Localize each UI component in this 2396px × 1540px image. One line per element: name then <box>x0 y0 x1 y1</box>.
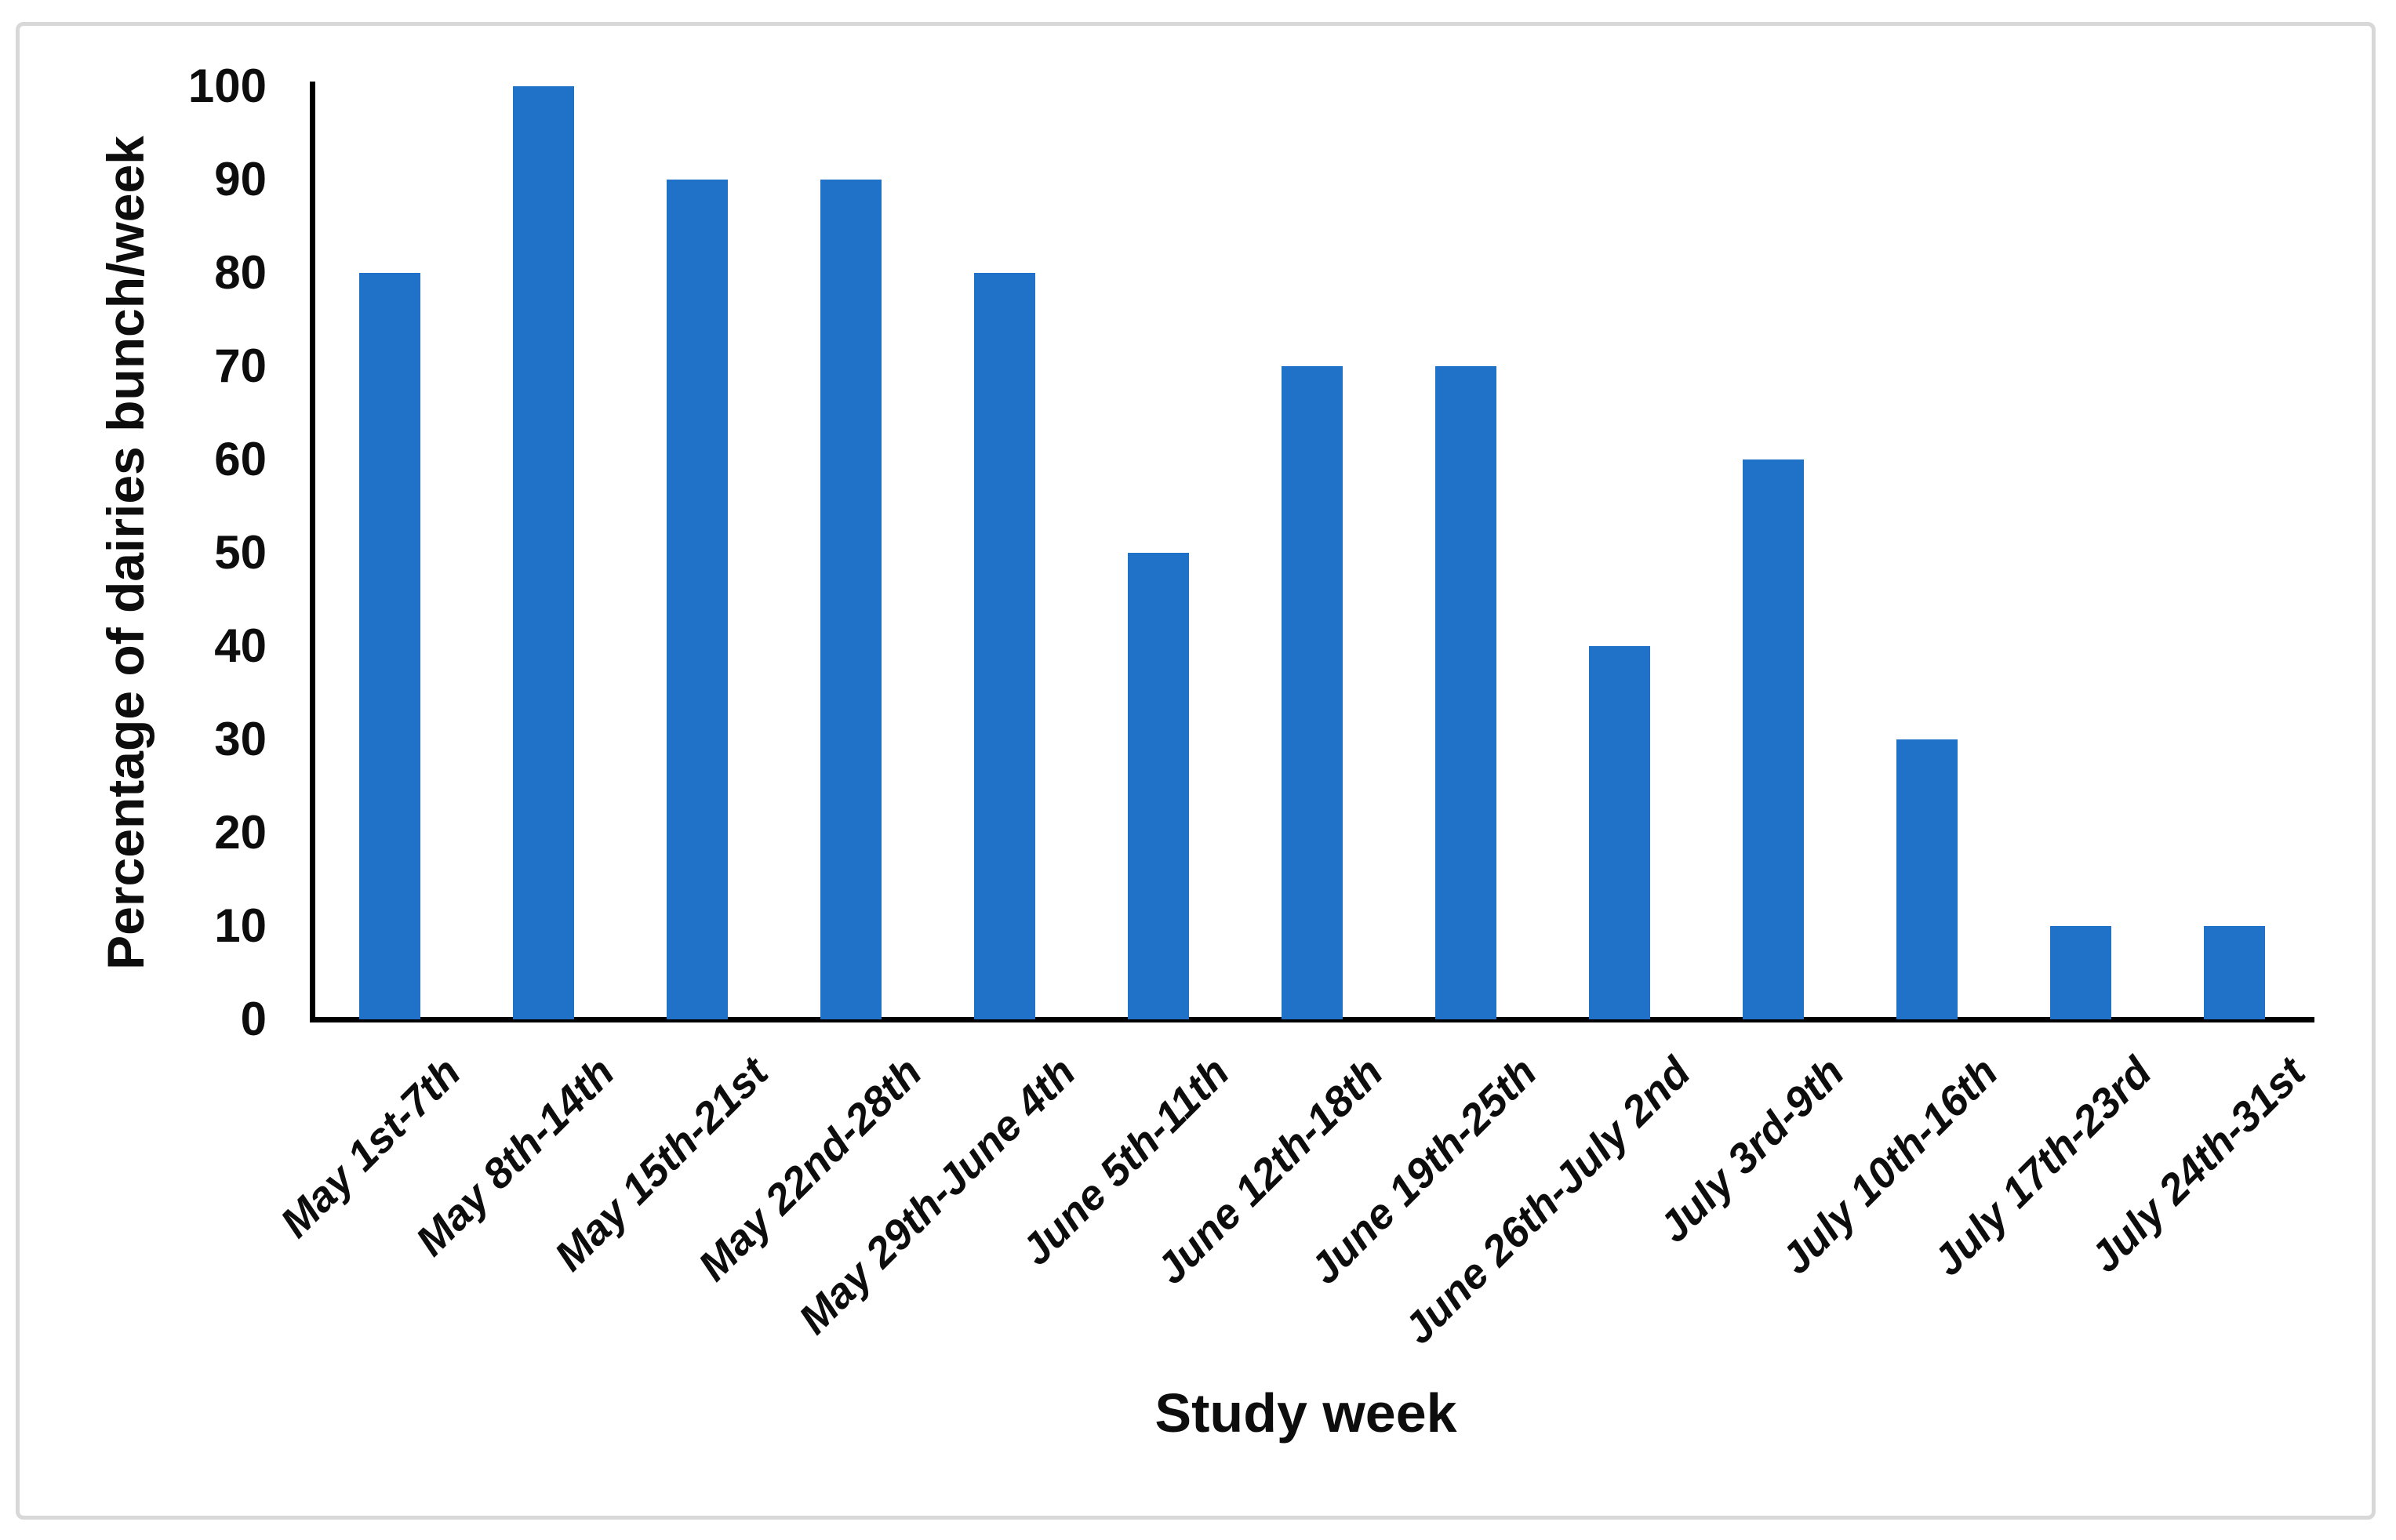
y-tick-label: 90 <box>214 153 267 205</box>
y-tick-label: 80 <box>214 246 267 299</box>
y-tick-label: 50 <box>214 526 267 579</box>
y-tick-label: 60 <box>214 433 267 485</box>
bar <box>1896 739 1958 1019</box>
bar <box>1743 459 1804 1019</box>
x-axis-title: Study week <box>1154 1382 1457 1444</box>
bar <box>667 180 728 1019</box>
y-tick-label: 20 <box>214 806 267 859</box>
bar <box>1589 646 1650 1019</box>
bar <box>513 86 574 1019</box>
y-tick-label: 100 <box>187 60 267 112</box>
figure-border <box>16 22 2376 1520</box>
bar <box>820 180 882 1019</box>
y-tick-label: 10 <box>214 899 267 952</box>
y-tick-label: 40 <box>214 619 267 672</box>
y-tick-label: 0 <box>240 993 267 1045</box>
y-tick-label: 70 <box>214 340 267 392</box>
bar <box>1128 553 1189 1019</box>
bar <box>2204 926 2265 1019</box>
bar <box>359 273 420 1019</box>
bar <box>2050 926 2111 1019</box>
bar <box>1435 366 1496 1019</box>
y-tick-label: 30 <box>214 713 267 765</box>
x-axis-line <box>310 1017 2314 1022</box>
bar <box>974 273 1035 1019</box>
bar <box>1282 366 1343 1019</box>
y-axis-line <box>310 82 315 1022</box>
